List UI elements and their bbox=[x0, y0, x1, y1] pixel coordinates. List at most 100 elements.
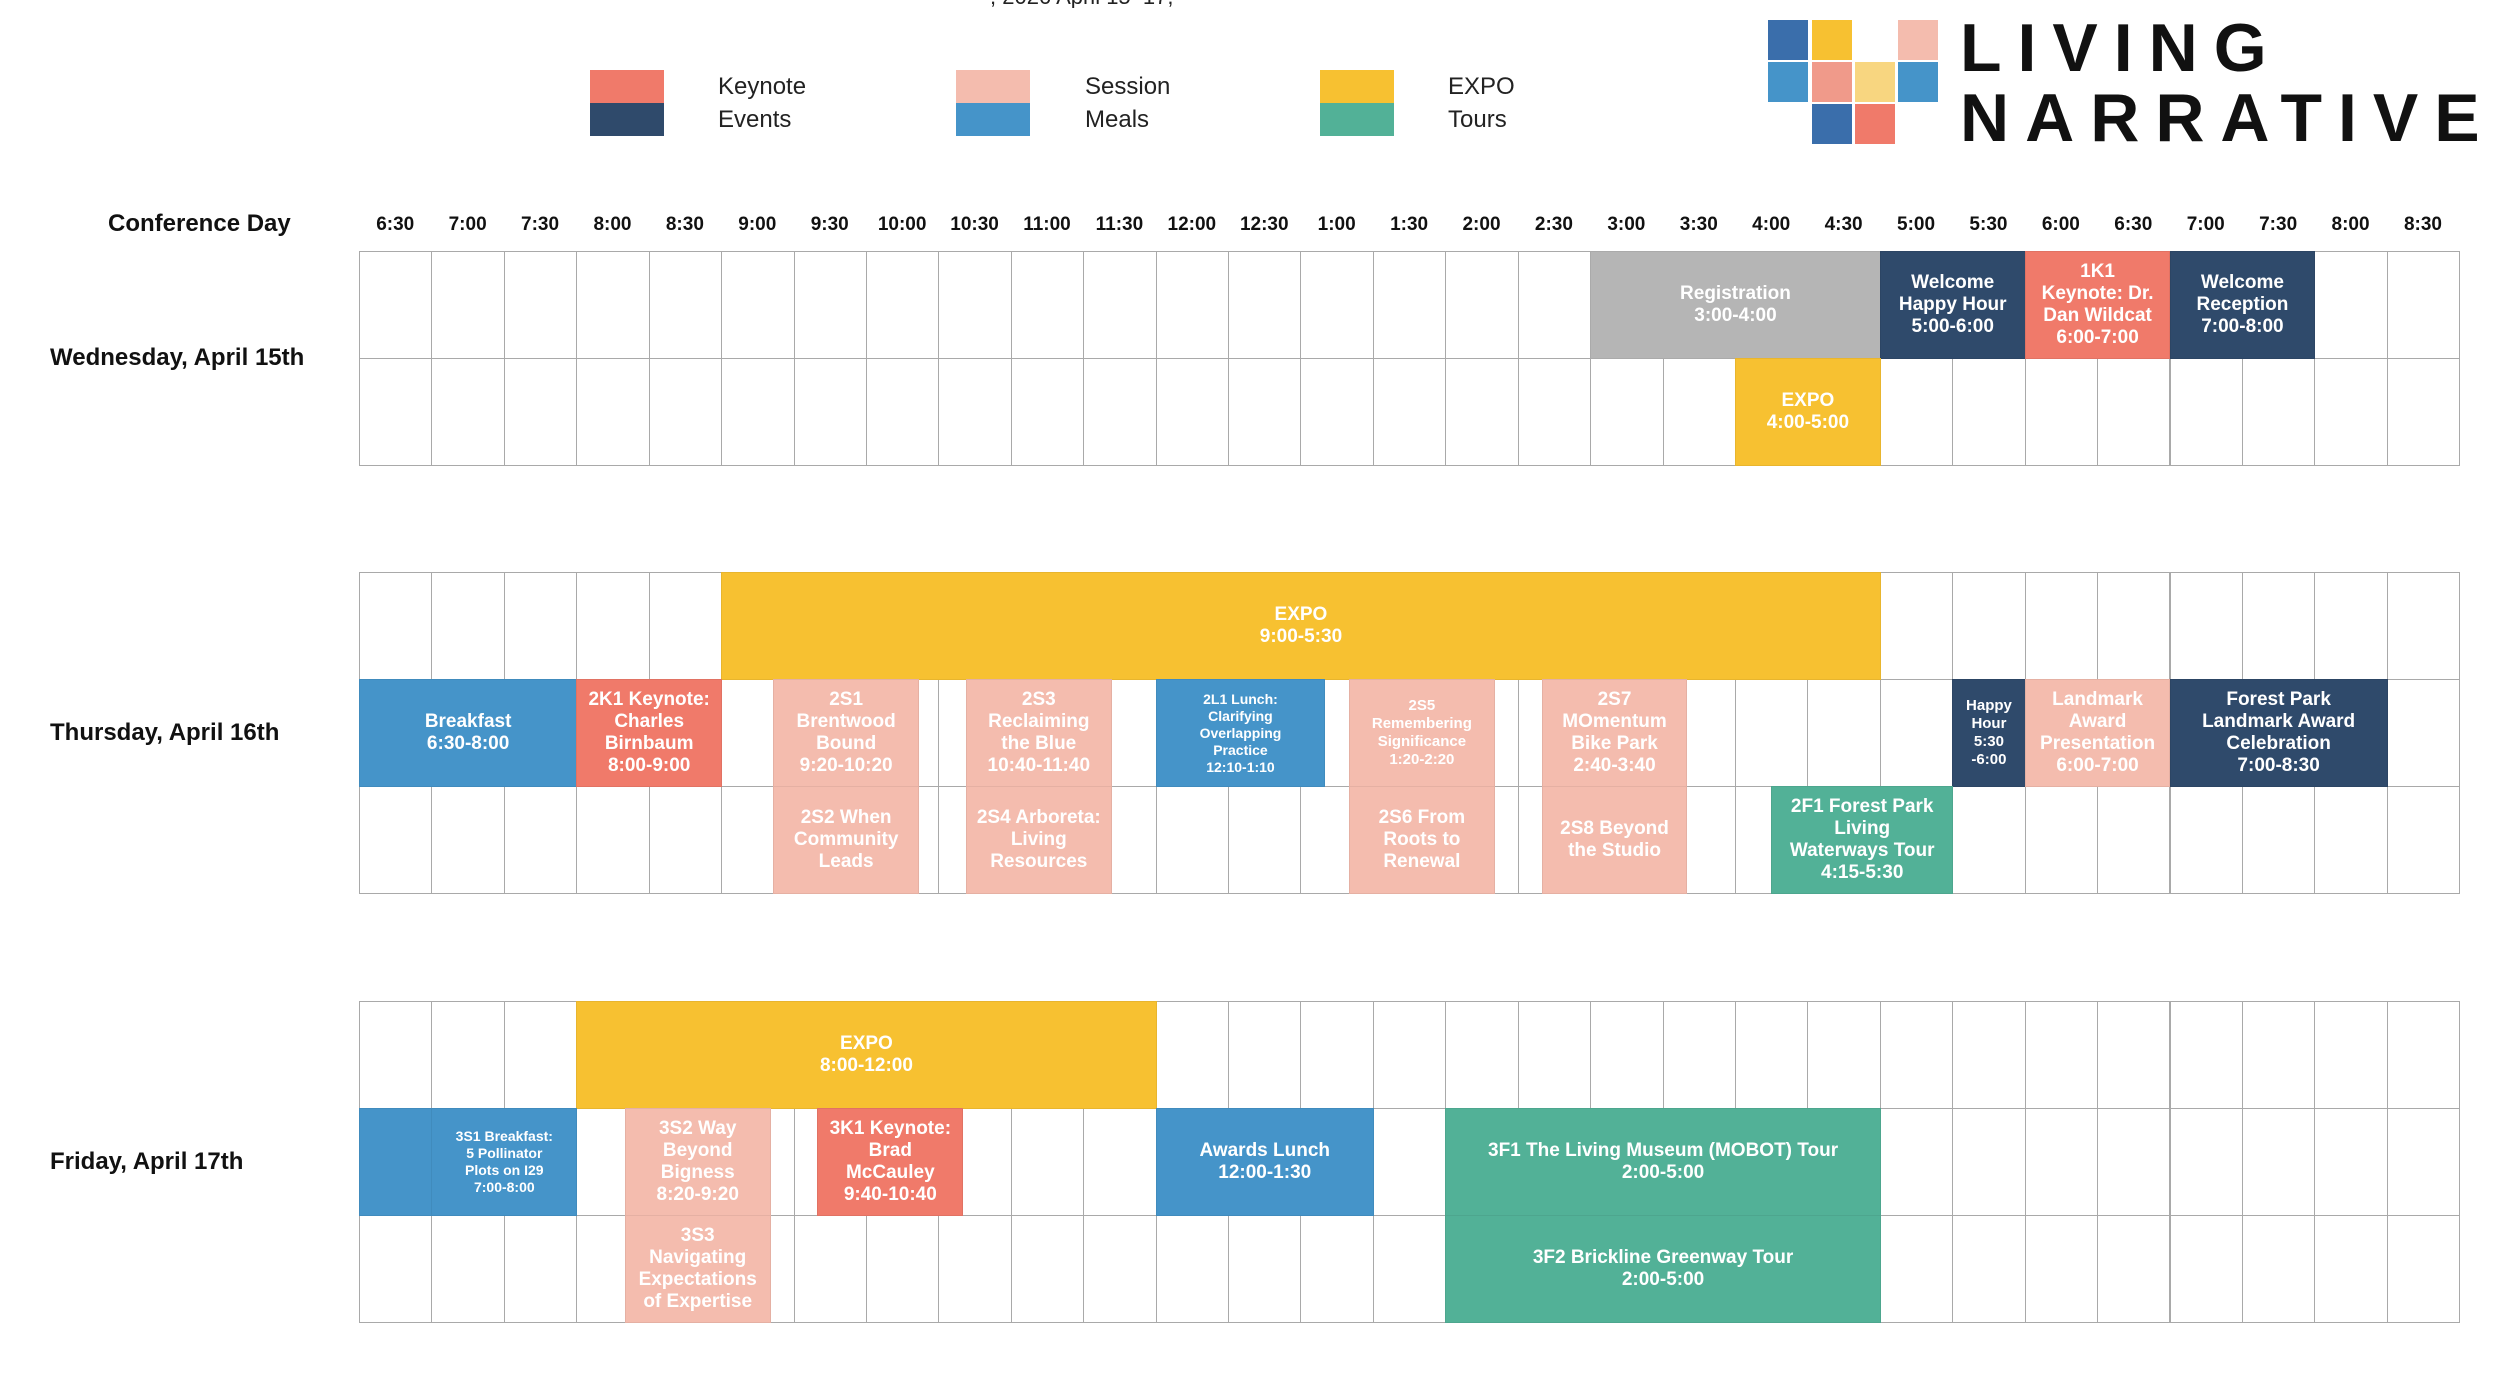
event-block-event[interactable]: Welcome Happy Hour 5:00-6:00 bbox=[1879, 251, 2026, 359]
grid-cell bbox=[1083, 358, 1157, 466]
conference-day-header: Conference Day bbox=[108, 210, 291, 237]
event-block-session[interactable]: 2S7 MOmentum Bike Park 2:40-3:40 bbox=[1541, 679, 1688, 787]
legend-label-session: Session bbox=[1085, 73, 1171, 100]
event-block-meal[interactable]: 3S1 Breakfast: 5 Pollinator Plots on I29… bbox=[431, 1108, 578, 1216]
grid-cell bbox=[1372, 1215, 1447, 1323]
legend-label-events: Events bbox=[718, 106, 792, 133]
legend-label-keynote: Keynote bbox=[718, 73, 807, 100]
grid-cell bbox=[1228, 1001, 1302, 1109]
event-block-tour[interactable]: 3F2 Brickline Greenway Tour 2:00-5:00 bbox=[1445, 1215, 1881, 1323]
event-block-session[interactable]: 2S4 Arboreta: Living Resources bbox=[965, 786, 1112, 894]
grid-cell bbox=[431, 786, 505, 894]
logo-tile bbox=[1768, 62, 1808, 102]
event-block-keynote[interactable]: 1K1 Keynote: Dr. Dan Wildcat 6:00-7:00 bbox=[2024, 251, 2171, 359]
logo-tile bbox=[1812, 104, 1852, 144]
time-label: 7:00 bbox=[2186, 214, 2225, 235]
event-block-session[interactable]: 2S6 From Roots to Renewal bbox=[1348, 786, 1495, 894]
event-text: 3K1 Keynote: Brad McCauley 9:40-10:40 bbox=[829, 1118, 952, 1205]
logo-tile bbox=[1768, 20, 1808, 60]
event-block-session[interactable]: 2S5 Remembering Significance 1:20-2:20 bbox=[1348, 679, 1495, 787]
grid-cell bbox=[1372, 358, 1447, 466]
event-block-event[interactable]: Forest Park Landmark Award Celebration 7… bbox=[2169, 679, 2388, 787]
event-text: 2S1 Brentwood Bound 9:20-10:20 bbox=[796, 689, 896, 776]
day-label-thursday: Thursday, April 16th bbox=[50, 718, 280, 746]
grid-cell bbox=[1228, 358, 1302, 466]
event-block-event[interactable]: Happy Hour 5:30 -6:00 bbox=[1952, 679, 2026, 787]
grid-cell bbox=[1952, 1001, 2026, 1109]
event-block-tour[interactable]: 3F1 The Living Museum (MOBOT) Tour 2:00-… bbox=[1445, 1108, 1881, 1216]
event-block-session[interactable]: 2S3 Reclaiming the Blue 10:40-11:40 bbox=[965, 679, 1112, 787]
grid-cell bbox=[1445, 251, 1519, 359]
grid-cell bbox=[1372, 1001, 1447, 1109]
event-text: 2S6 From Roots to Renewal bbox=[1378, 807, 1466, 872]
event-block-meal[interactable]: Awards Lunch 12:00-1:30 bbox=[1155, 1108, 1374, 1216]
grid-cell bbox=[503, 786, 578, 894]
logo-tile bbox=[1898, 62, 1938, 102]
grid-cell bbox=[1879, 679, 1954, 787]
grid-cell bbox=[2314, 1001, 2388, 1109]
grid-cell bbox=[1083, 1215, 1157, 1323]
grid-cell bbox=[2241, 358, 2316, 466]
grid-cell bbox=[2097, 572, 2171, 680]
grid-cell bbox=[1517, 251, 1592, 359]
event-block-expo[interactable]: EXPO 8:00-12:00 bbox=[576, 1001, 1157, 1109]
grid-cell bbox=[938, 251, 1012, 359]
grid-cell bbox=[1517, 358, 1592, 466]
event-block-event[interactable]: Welcome Reception 7:00-8:00 bbox=[2169, 251, 2316, 359]
event-block-registration[interactable]: Registration 3:00-4:00 bbox=[1590, 251, 1881, 359]
time-label: 7:30 bbox=[2259, 214, 2298, 235]
event-block-session[interactable]: 2S2 When Community Leads bbox=[773, 786, 920, 894]
legend-swatch-keynote bbox=[590, 70, 664, 103]
grid-cell bbox=[648, 572, 723, 680]
event-block-meal[interactable]: 2L1 Lunch: Clarifying Overlapping Practi… bbox=[1155, 679, 1326, 787]
grid-cell bbox=[2314, 1108, 2388, 1216]
event-block-expo[interactable]: EXPO 9:00-5:30 bbox=[721, 572, 1881, 680]
event-block-session[interactable]: 2S8 Beyond the Studio bbox=[1541, 786, 1688, 894]
event-block-keynote[interactable]: 2K1 Keynote: Charles Birnbaum 8:00-9:00 bbox=[576, 679, 723, 787]
event-block-session[interactable]: Landmark Award Presentation 6:00-7:00 bbox=[2024, 679, 2171, 787]
legend-swatch-events bbox=[590, 103, 664, 136]
grid-cell bbox=[2169, 572, 2243, 680]
grid-cell bbox=[1155, 251, 1230, 359]
grid-cell bbox=[2024, 786, 2099, 894]
event-text: 2K1 Keynote: Charles Birnbaum 8:00-9:00 bbox=[588, 689, 710, 776]
time-label: 4:00 bbox=[1752, 214, 1791, 235]
event-text: 3S3 Navigating Expectations of Expertise bbox=[638, 1225, 757, 1312]
grid-cell bbox=[648, 786, 723, 894]
grid-cell bbox=[2386, 572, 2461, 680]
time-label: 2:30 bbox=[1534, 214, 1573, 235]
event-block-meal[interactable]: Breakfast 6:30-8:00 bbox=[359, 679, 578, 787]
grid-cell bbox=[359, 251, 433, 359]
event-block-expo[interactable]: EXPO 4:00-5:00 bbox=[1734, 358, 1881, 466]
grid-cell bbox=[865, 1215, 940, 1323]
event-block-keynote[interactable]: 3K1 Keynote: Brad McCauley 9:40-10:40 bbox=[817, 1108, 964, 1216]
grid-cell bbox=[1010, 251, 1085, 359]
event-text: Forest Park Landmark Award Celebration 7… bbox=[2202, 689, 2356, 776]
event-block-tour[interactable]: 2F1 Forest Park Living Waterways Tour 4:… bbox=[1771, 786, 1954, 894]
event-block-session[interactable]: 3S2 Way Beyond Bigness 8:20-9:20 bbox=[624, 1108, 771, 1216]
legend-swatch-expo bbox=[1320, 70, 1394, 103]
event-block-meal[interactable] bbox=[359, 1108, 433, 1216]
event-text: Happy Hour 5:30 -6:00 bbox=[1966, 697, 2012, 768]
event-block-session[interactable]: 3S3 Navigating Expectations of Expertise bbox=[624, 1215, 771, 1323]
grid-cell bbox=[865, 251, 940, 359]
event-text: 2F1 Forest Park Living Waterways Tour 4:… bbox=[1789, 796, 1935, 883]
time-label: 12:30 bbox=[1239, 214, 1289, 235]
day-label-friday: Friday, April 17th bbox=[50, 1147, 244, 1175]
grid-cell bbox=[2241, 1108, 2316, 1216]
grid-cell bbox=[1879, 1001, 1954, 1109]
grid-cell bbox=[1879, 358, 1954, 466]
grid-cell bbox=[1300, 251, 1374, 359]
grid-cell bbox=[359, 572, 433, 680]
grid-cell bbox=[503, 572, 578, 680]
grid-cell bbox=[1517, 1001, 1592, 1109]
logo-word-narrative: NARRATIVE bbox=[1960, 80, 2496, 156]
grid-cell bbox=[2024, 1108, 2099, 1216]
time-label: 10:00 bbox=[877, 214, 927, 235]
event-block-session[interactable]: 2S1 Brentwood Bound 9:20-10:20 bbox=[773, 679, 920, 787]
grid-cell bbox=[576, 251, 650, 359]
grid-cell bbox=[2314, 1215, 2388, 1323]
grid-cell bbox=[1372, 1108, 1447, 1216]
grid-cell bbox=[1952, 572, 2026, 680]
legend-swatch-tours bbox=[1320, 103, 1394, 136]
